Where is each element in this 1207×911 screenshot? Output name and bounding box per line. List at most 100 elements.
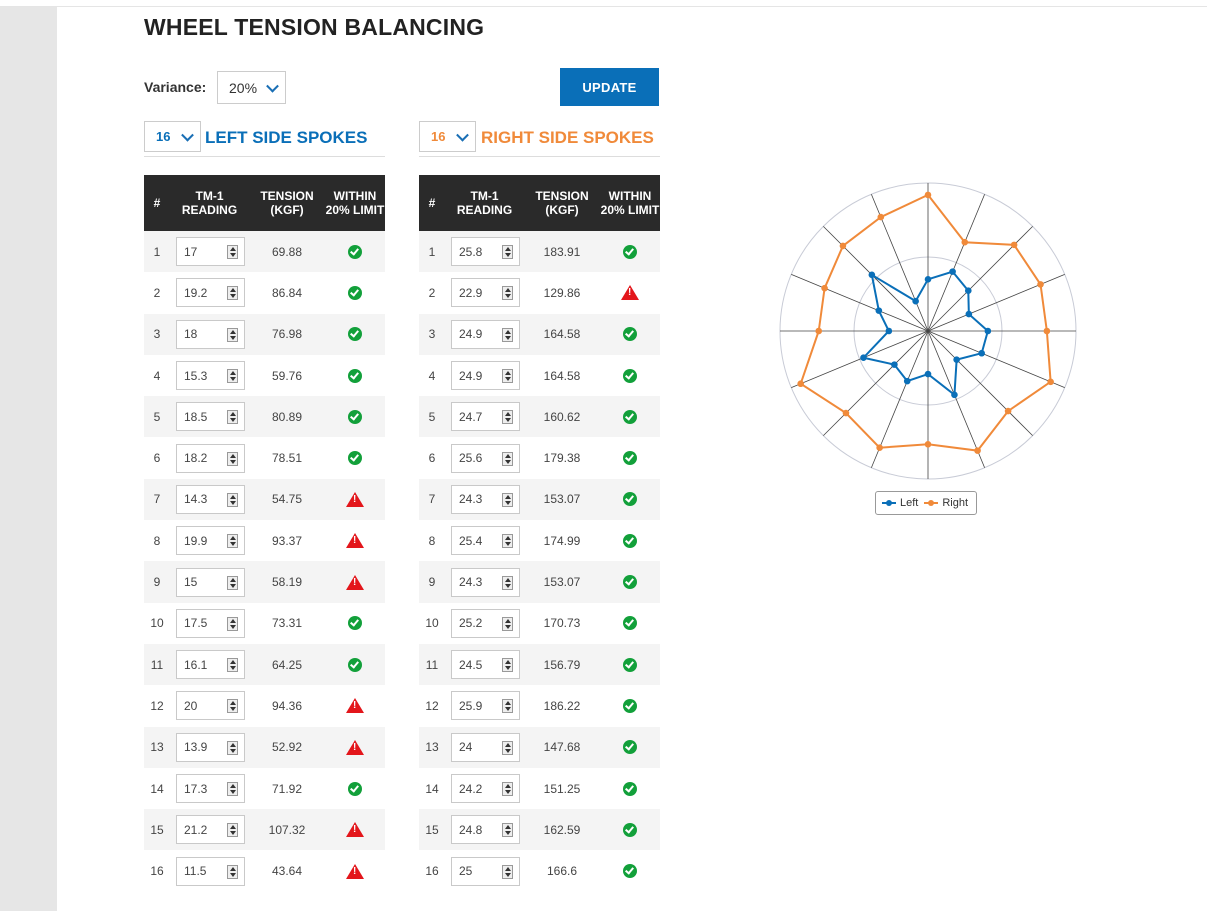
left-reading-input[interactable]: 19.9 bbox=[176, 526, 245, 556]
right-spoke-count-select[interactable]: 16 bbox=[419, 121, 476, 152]
left-reading-input[interactable]: 11.5 bbox=[176, 856, 245, 886]
left-reading-input[interactable]: 14.3 bbox=[176, 484, 245, 514]
right-reading-input[interactable]: 24.3 bbox=[451, 567, 520, 597]
reading-value: 18.5 bbox=[184, 409, 208, 424]
spinner-arrows-icon[interactable] bbox=[502, 451, 513, 466]
left-reading-input[interactable]: 18.2 bbox=[176, 443, 245, 473]
reading-cell: 25.8 bbox=[451, 231, 520, 272]
right-reading-input[interactable]: 25.6 bbox=[451, 443, 520, 473]
left-spoke-count-select[interactable]: 16 bbox=[144, 121, 201, 152]
left-reading-input[interactable]: 18.5 bbox=[176, 402, 245, 432]
left-gutter bbox=[0, 7, 57, 911]
spinner-arrows-icon[interactable] bbox=[502, 245, 513, 260]
right-reading-input[interactable]: 24.3 bbox=[451, 484, 520, 514]
right-reading-input[interactable]: 24 bbox=[451, 732, 520, 762]
spinner-arrows-icon[interactable] bbox=[502, 534, 513, 549]
reading-value: 24.8 bbox=[459, 822, 483, 837]
spinner-arrows-icon[interactable] bbox=[227, 740, 238, 755]
left-reading-input[interactable]: 17.5 bbox=[176, 608, 245, 638]
spinner-arrows-icon[interactable] bbox=[227, 864, 238, 879]
right-point-6 bbox=[1047, 378, 1054, 386]
spinner-arrows-icon[interactable] bbox=[227, 823, 238, 838]
right-point-4 bbox=[1037, 281, 1044, 288]
spinner-arrows-icon[interactable] bbox=[227, 492, 238, 507]
right-reading-input[interactable]: 25.9 bbox=[451, 691, 520, 721]
reading-cell: 11.5 bbox=[176, 850, 245, 891]
left-reading-input[interactable]: 13.9 bbox=[176, 732, 245, 762]
spinner-arrows-icon[interactable] bbox=[227, 245, 238, 260]
spinner-arrows-icon[interactable] bbox=[502, 864, 513, 879]
spoke-number: 1 bbox=[428, 244, 436, 259]
left-reading-input[interactable]: 15.3 bbox=[176, 361, 245, 391]
left-reading-input[interactable]: 20 bbox=[176, 691, 245, 721]
spinner-arrows-icon[interactable] bbox=[502, 823, 513, 838]
left-reading-input[interactable]: 16.1 bbox=[176, 650, 245, 680]
tension-value: 164.58 bbox=[543, 368, 581, 383]
table-row: 4 24.9 164.58 bbox=[419, 354, 660, 397]
spinner-arrows-icon[interactable] bbox=[227, 575, 238, 590]
spinner-arrows-icon[interactable] bbox=[227, 286, 238, 301]
spoke-number: 1 bbox=[153, 244, 161, 259]
reading-value: 18 bbox=[184, 327, 198, 342]
right-reading-input[interactable]: 25.8 bbox=[451, 237, 520, 267]
spinner-arrows-icon[interactable] bbox=[227, 410, 238, 425]
tension-value: 156.79 bbox=[543, 657, 581, 672]
spinner-arrows-icon[interactable] bbox=[227, 534, 238, 549]
spinner-arrows-icon[interactable] bbox=[227, 782, 238, 796]
spinner-arrows-icon[interactable] bbox=[227, 699, 238, 714]
left-reading-input[interactable]: 15 bbox=[176, 567, 245, 597]
right-reading-input[interactable]: 24.2 bbox=[451, 774, 520, 803]
right-reading-input[interactable]: 25.4 bbox=[451, 526, 520, 556]
tension-value: 76.98 bbox=[271, 327, 303, 342]
left-point-2 bbox=[949, 268, 956, 275]
left-reading-input[interactable]: 18 bbox=[176, 319, 245, 349]
reading-value: 16.1 bbox=[184, 657, 208, 672]
limit-status bbox=[600, 437, 660, 478]
right-reading-input[interactable]: 24.9 bbox=[451, 319, 520, 349]
spinner-arrows-icon[interactable] bbox=[502, 369, 513, 384]
spoke-number: 10 bbox=[150, 616, 164, 631]
table-row: 14 24.2 151.25 bbox=[419, 767, 660, 810]
table-row: 5 24.7 160.62 bbox=[419, 396, 660, 438]
variance-select[interactable]: 20% bbox=[217, 71, 286, 104]
spinner-arrows-icon[interactable] bbox=[502, 658, 513, 673]
right-reading-input[interactable]: 25.2 bbox=[451, 608, 520, 638]
spoke-number: 9 bbox=[153, 575, 161, 590]
tension-value: 58.19 bbox=[271, 575, 303, 590]
left-reading-input[interactable]: 17.3 bbox=[176, 774, 245, 803]
reading-value: 17.5 bbox=[184, 616, 208, 631]
spinner-arrows-icon[interactable] bbox=[502, 492, 513, 507]
limit-status bbox=[600, 685, 660, 726]
spinner-arrows-icon[interactable] bbox=[502, 740, 513, 755]
reading-value: 24.9 bbox=[459, 368, 483, 383]
left-reading-input[interactable]: 19.2 bbox=[176, 278, 245, 308]
right-reading-input[interactable]: 24.7 bbox=[451, 402, 520, 432]
spinner-arrows-icon[interactable] bbox=[227, 369, 238, 384]
spinner-arrows-icon[interactable] bbox=[227, 658, 238, 673]
spinner-arrows-icon[interactable] bbox=[502, 327, 513, 342]
left-reading-input[interactable]: 21.2 bbox=[176, 815, 245, 845]
spinner-arrows-icon[interactable] bbox=[502, 782, 513, 796]
spinner-arrows-icon[interactable] bbox=[502, 575, 513, 590]
reading-value: 19.9 bbox=[184, 533, 208, 548]
spinner-arrows-icon[interactable] bbox=[502, 286, 513, 301]
spinner-arrows-icon[interactable] bbox=[227, 616, 238, 631]
reading-value: 24.3 bbox=[459, 575, 483, 590]
spinner-arrows-icon[interactable] bbox=[502, 616, 513, 631]
spinner-arrows-icon[interactable] bbox=[502, 699, 513, 714]
right-reading-input[interactable]: 24.9 bbox=[451, 361, 520, 391]
right-reading-input[interactable]: 24.5 bbox=[451, 650, 520, 680]
update-button[interactable]: UPDATE bbox=[560, 68, 659, 106]
left-reading-input[interactable]: 17 bbox=[176, 237, 245, 267]
spinner-arrows-icon[interactable] bbox=[227, 327, 238, 342]
right-reading-input[interactable]: 24.8 bbox=[451, 815, 520, 845]
spinner-arrows-icon[interactable] bbox=[227, 451, 238, 466]
spinner-arrows-icon[interactable] bbox=[502, 410, 513, 425]
right-reading-input[interactable]: 25 bbox=[451, 856, 520, 886]
warning-triangle-icon bbox=[346, 491, 364, 507]
legend-item-right[interactable]: Right bbox=[924, 497, 968, 509]
reading-cell: 25.2 bbox=[451, 603, 520, 644]
right-reading-input[interactable]: 22.9 bbox=[451, 278, 520, 308]
legend-item-left[interactable]: Left bbox=[882, 497, 918, 509]
reading-cell: 15 bbox=[176, 561, 245, 602]
